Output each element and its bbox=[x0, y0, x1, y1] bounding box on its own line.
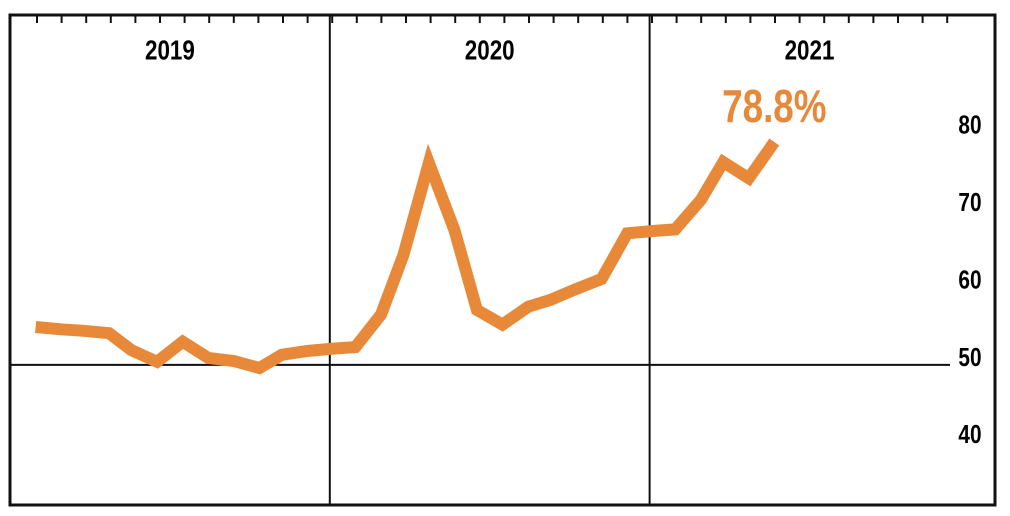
y-tick-label: 50 bbox=[958, 343, 981, 372]
data-line bbox=[35, 138, 780, 375]
x-tick-label: 2019 bbox=[145, 35, 195, 66]
x-tick-label: 2020 bbox=[465, 35, 515, 66]
y-tick-label: 40 bbox=[958, 420, 981, 449]
plot-frame bbox=[8, 13, 997, 507]
y-tick-label: 80 bbox=[958, 110, 981, 139]
y-tick-label: 70 bbox=[958, 188, 981, 217]
value-label: 78.8% bbox=[722, 80, 826, 132]
x-tick-label: 2021 bbox=[785, 35, 835, 66]
y-tick-label: 60 bbox=[958, 265, 981, 294]
